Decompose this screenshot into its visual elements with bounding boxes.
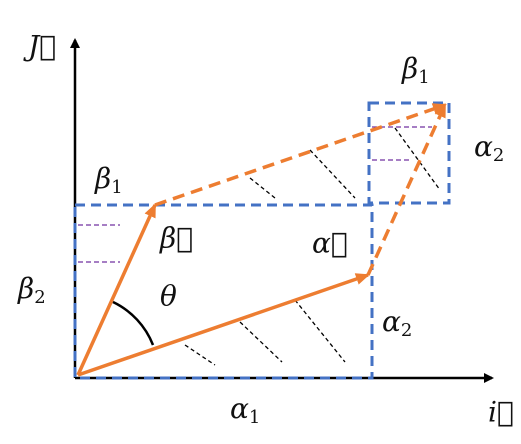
label: i⃗ <box>488 396 514 429</box>
label: β2 <box>17 272 46 309</box>
theta-arc <box>112 300 155 346</box>
guide-dash <box>78 126 432 263</box>
label-sub: 2 <box>493 145 504 166</box>
beta-shift <box>366 103 447 276</box>
label-base: β <box>401 52 418 85</box>
label: θ <box>160 280 177 313</box>
label-base: β <box>17 272 34 305</box>
label-sub: 1 <box>111 177 122 198</box>
label: α1 <box>230 392 260 429</box>
small-rect <box>367 101 451 205</box>
alpha-vector <box>77 273 370 377</box>
label: J⃗ <box>23 30 56 63</box>
label: β1 <box>401 52 430 89</box>
label-sub: 1 <box>249 407 260 428</box>
label: α2 <box>474 130 504 167</box>
label-base: α <box>382 305 401 338</box>
label-sub: 1 <box>418 67 429 88</box>
big-rect <box>73 203 374 380</box>
label-sub: 2 <box>401 320 412 341</box>
label-base: β <box>94 162 111 195</box>
label: β⃗ <box>159 222 193 255</box>
label: α⃗ <box>312 227 348 260</box>
label-base: α <box>474 130 493 163</box>
label-sub: 2 <box>34 287 45 308</box>
beta-vector <box>76 203 157 376</box>
label-base: α <box>230 392 249 425</box>
label: α2 <box>382 305 412 342</box>
label: β1 <box>94 162 123 199</box>
alpha-shift <box>154 103 447 207</box>
hatch <box>184 127 441 366</box>
